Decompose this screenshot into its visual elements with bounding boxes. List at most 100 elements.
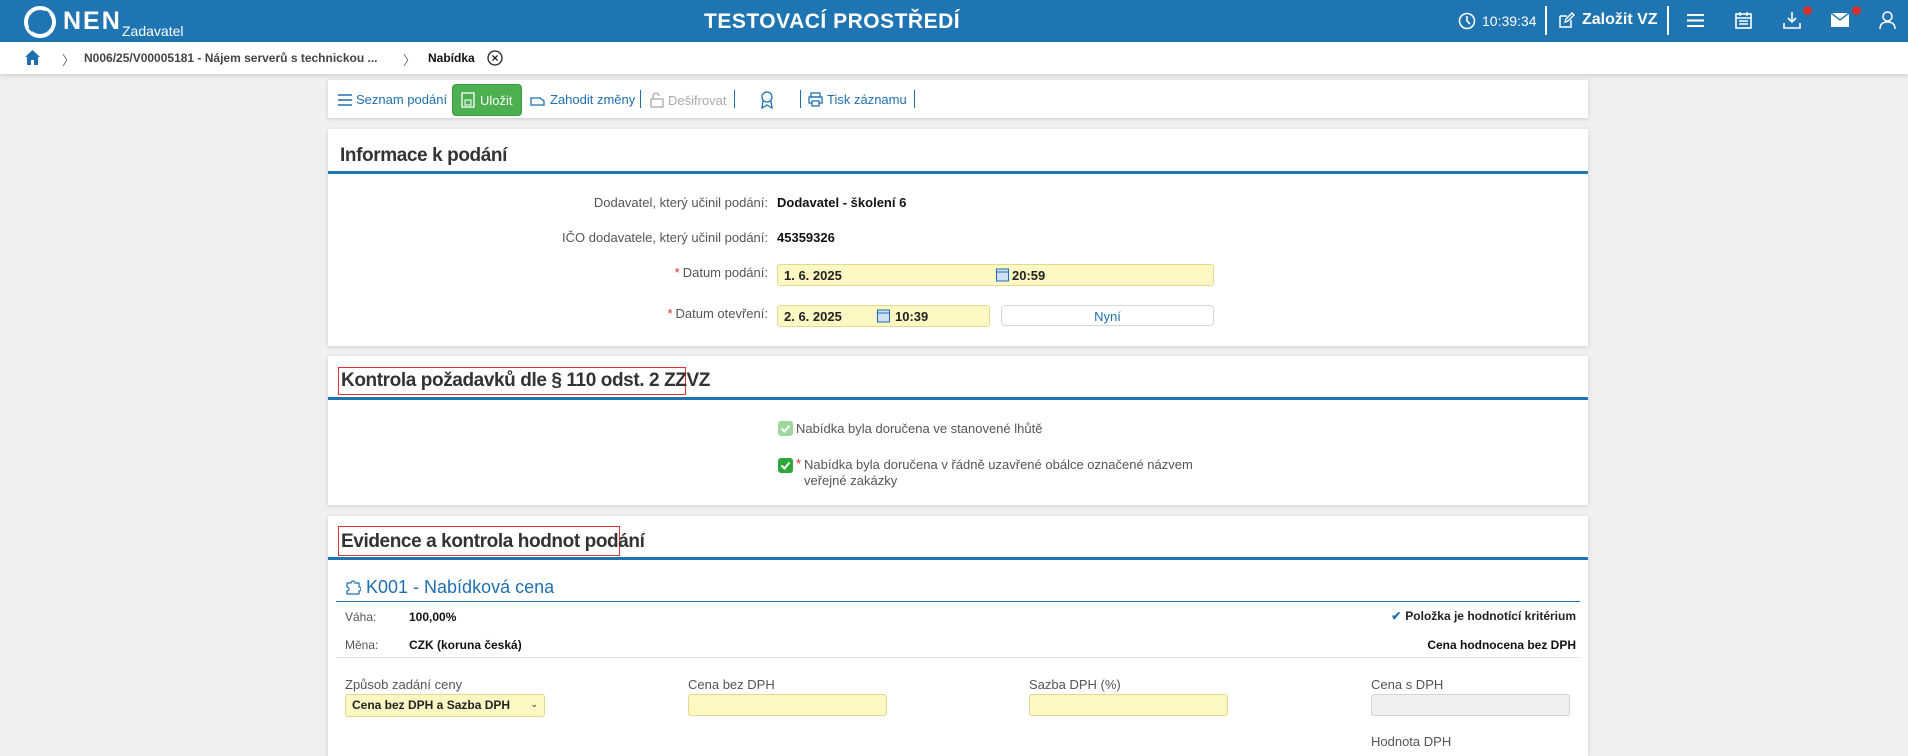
close-icon[interactable] — [487, 50, 503, 66]
section-divider — [328, 397, 1588, 400]
weight-value: 100,00% — [409, 610, 457, 624]
breadcrumb: 〉 N006/25/V00005181 - Nájem serverů s te… — [0, 42, 1908, 74]
divider — [336, 601, 1580, 602]
info-panel: Informace k podání Dodavatel, který učin… — [328, 129, 1588, 346]
price-mode-select[interactable]: Cena bez DPH a Sazba DPH ⌄ — [345, 694, 545, 717]
breadcrumb-item-tender[interactable]: N006/25/V00005181 - Nájem serverů s tech… — [84, 51, 378, 65]
ico-label: IČO dodavatele, který učinil podání: — [562, 230, 768, 245]
gross-price-input — [1371, 694, 1570, 716]
submitted-date-input[interactable]: 1. 6. 2025 — [784, 268, 842, 283]
required-mark: * — [667, 306, 673, 321]
control-panel: Kontrola požadavků dle § 110 odst. 2 ZZV… — [328, 356, 1588, 505]
criterion-title: K001 - Nabídková cena — [366, 577, 555, 597]
required-mark: * — [796, 456, 802, 471]
evidence-panel: Evidence a kontrola hodnot podání K001 -… — [328, 516, 1588, 756]
check-label-cont: veřejné zakázky — [804, 473, 898, 488]
label-text: Datum otevření: — [675, 306, 769, 321]
submitted-time-input[interactable]: 20:59 — [1012, 268, 1046, 283]
role-label: Zadavatel — [122, 23, 184, 39]
opened-date-label: * Datum otevření: — [328, 306, 768, 321]
price-mode-label: Způsob zadání ceny — [345, 677, 463, 692]
currency-label: Měna: — [345, 638, 379, 652]
ico-value: 45359326 — [777, 230, 835, 245]
supplier-value: Dodavatel - školení 6 — [777, 195, 907, 210]
highlight-box — [338, 367, 686, 395]
notification-dot — [1852, 6, 1861, 15]
divider — [1545, 6, 1547, 35]
nen-logo-icon[interactable] — [24, 6, 56, 38]
notification-dot — [1803, 6, 1812, 15]
section-title: Evidence a kontrola hodnot podání — [341, 531, 645, 552]
checkmark-icon: ✔ — [1391, 609, 1402, 623]
divider — [800, 90, 801, 108]
vat-amount-label: Hodnota DPH — [1371, 734, 1452, 749]
create-vz-button[interactable]: Založit VZ — [1582, 11, 1658, 28]
award-icon[interactable] — [760, 91, 774, 109]
opened-datetime-field[interactable]: 2. 6. 2025 10:39 — [777, 305, 990, 327]
chevron-down-icon: ⌄ — [530, 699, 538, 709]
discard-changes-button[interactable]: Zahodit změny — [530, 92, 635, 107]
calendar-icon[interactable] — [1735, 11, 1752, 29]
mail-icon[interactable] — [1831, 13, 1849, 27]
price-mode-value: Cena bez DPH a Sazba DPH — [352, 698, 511, 712]
clock-icon — [1458, 12, 1476, 30]
menu-icon[interactable] — [1687, 13, 1704, 28]
app-header: NEN Zadavatel TESTOVACÍ PROSTŘEDÍ 10:39:… — [0, 0, 1908, 42]
section-title: Informace k podání — [340, 145, 508, 166]
check-label: Nabídka byla doručena ve stanovené lhůtě — [796, 421, 1043, 436]
home-icon[interactable] — [24, 49, 41, 66]
toolbar — [328, 80, 1588, 118]
divider — [1667, 6, 1669, 35]
logo-text: NEN — [63, 7, 122, 35]
weight-label: Váha: — [345, 610, 377, 624]
unlock-icon — [650, 92, 664, 108]
net-price-input[interactable] — [688, 694, 887, 716]
section-title: Kontrola požadavků dle § 110 odst. 2 ZZV… — [341, 370, 710, 391]
section-divider — [328, 171, 1588, 174]
gross-price-label: Cena s DPH — [1371, 677, 1444, 692]
breadcrumb-item-current: Nabídka — [428, 51, 475, 65]
chevron-right-icon: 〉 — [403, 53, 417, 68]
undo-icon — [530, 96, 545, 106]
divider — [336, 657, 1580, 658]
list-submissions-label: Seznam podání — [356, 92, 448, 107]
download-icon[interactable] — [1783, 11, 1801, 29]
divider — [734, 90, 735, 108]
discard-label: Zahodit změny — [550, 92, 636, 107]
environment-title: TESTOVACÍ PROSTŘEDÍ — [704, 10, 961, 33]
is-criterion-indicator: ✔ Položka je hodnotící kritérium — [1391, 609, 1576, 623]
decrypt-button[interactable]: Dešifrovat — [650, 92, 727, 108]
required-mark: * — [674, 265, 680, 280]
save-button[interactable]: Uložit — [452, 84, 522, 116]
print-icon — [808, 92, 823, 107]
checkbox-sealed-envelope[interactable] — [778, 458, 793, 473]
section-divider — [328, 557, 1588, 560]
decrypt-label: Dešifrovat — [668, 92, 727, 108]
calendar-icon[interactable] — [996, 268, 1009, 282]
now-button[interactable]: Nyní — [1001, 305, 1214, 326]
clock-time: 10:39:34 — [1482, 13, 1537, 29]
submitted-date-label: * Datum podání: — [328, 265, 768, 280]
calendar-icon[interactable] — [877, 309, 890, 323]
supplier-label: Dodavatel, který učinil podání: — [593, 195, 768, 210]
edit-icon[interactable] — [1558, 12, 1575, 29]
vat-rate-input[interactable] — [1029, 694, 1228, 716]
divider — [914, 90, 915, 108]
opened-date-input[interactable]: 2. 6. 2025 — [784, 309, 842, 324]
evaluation-basis: Cena hodnocena bez DPH — [1427, 638, 1576, 652]
list-icon — [338, 93, 352, 106]
chevron-right-icon: 〉 — [62, 53, 76, 68]
puzzle-icon — [346, 580, 361, 595]
print-record-button[interactable]: Tisk záznamu — [808, 92, 907, 107]
divider — [640, 90, 641, 108]
label-text: Datum podání: — [682, 265, 768, 280]
user-icon[interactable] — [1879, 11, 1896, 30]
list-submissions-button[interactable]: Seznam podání — [338, 92, 447, 107]
check-label: Nabídka byla doručena v řádně uzavřené o… — [804, 457, 1193, 472]
opened-time-input[interactable]: 10:39 — [895, 309, 929, 324]
is-criterion-label: Položka je hodnotící kritérium — [1405, 609, 1576, 623]
net-price-label: Cena bez DPH — [688, 677, 775, 692]
submitted-datetime-field[interactable]: 1. 6. 2025 20:59 — [777, 264, 1214, 286]
checkbox-delivered-in-time[interactable] — [778, 421, 793, 436]
vat-rate-label: Sazba DPH (%) — [1029, 677, 1121, 692]
